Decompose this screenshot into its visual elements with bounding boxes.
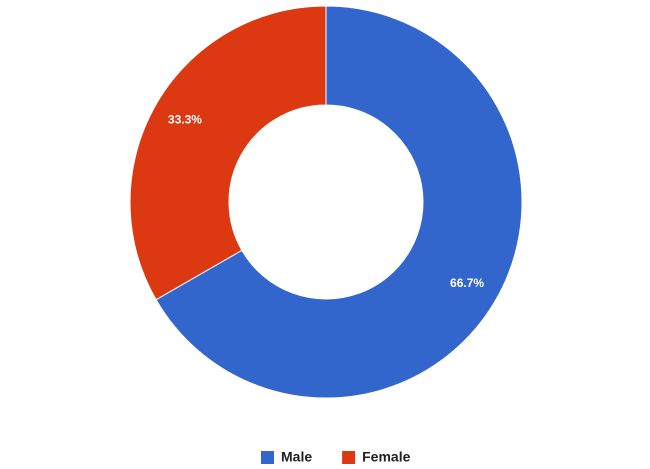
slice-label: 33.3% <box>168 113 202 127</box>
legend-swatch <box>261 451 274 464</box>
legend-label: Male <box>281 449 312 465</box>
donut-slice <box>129 5 327 301</box>
slice-label: 66.7% <box>450 276 484 290</box>
legend-label: Female <box>362 449 410 465</box>
legend-swatch <box>342 451 356 464</box>
donut-slice <box>155 5 523 399</box>
